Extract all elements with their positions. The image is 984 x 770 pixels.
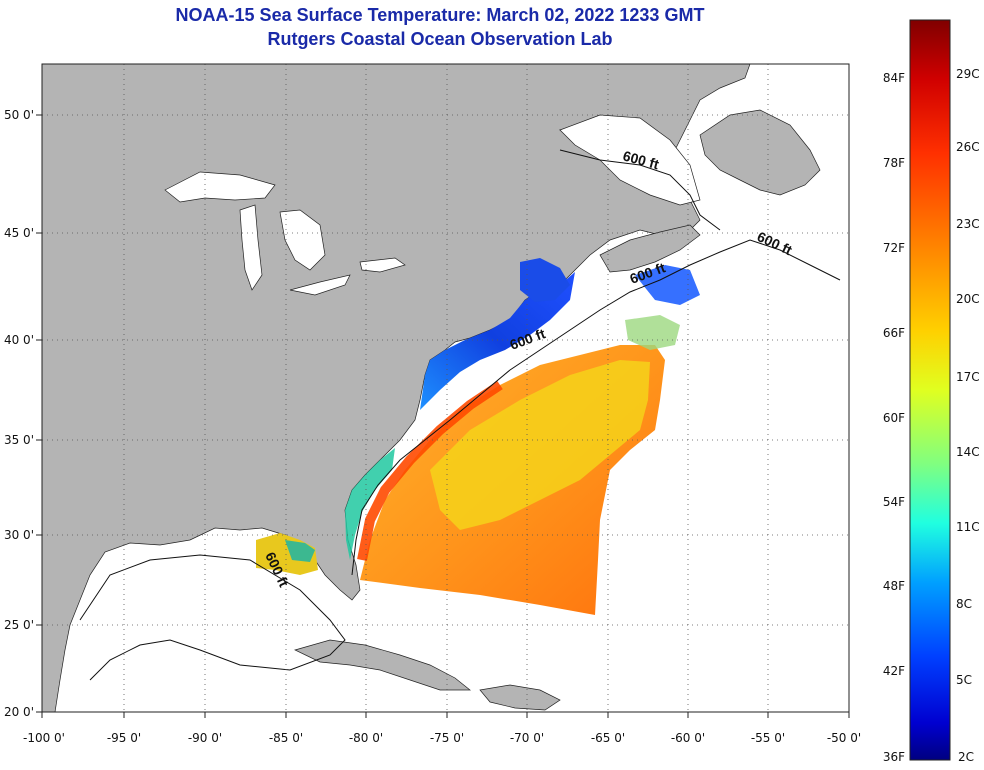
lon-tick-label: -65 0' bbox=[591, 731, 625, 745]
sst-cold-scotian-shelf bbox=[635, 265, 700, 305]
sst-cold-shelf bbox=[420, 272, 575, 410]
lon-tick-label: -50 0' bbox=[827, 731, 861, 745]
colorbar-f-label: 60F bbox=[883, 411, 905, 425]
sst-mild-region bbox=[430, 360, 650, 530]
lon-tick-label: -85 0' bbox=[269, 731, 303, 745]
land-cuba bbox=[294, 639, 471, 691]
lat-tick-label: 35 0' bbox=[4, 433, 34, 447]
colorbar-f-label: 84F bbox=[883, 71, 905, 85]
lon-tick-label: -90 0' bbox=[188, 731, 222, 745]
gulf-st-lawrence bbox=[559, 114, 701, 206]
colorbar: 84F 78F 72F 66F 60F 54F 48F 42F 36F 29C … bbox=[883, 19, 980, 764]
colorbar-c-label: 17C bbox=[956, 370, 980, 384]
isobath-line bbox=[79, 554, 346, 681]
isobath-line bbox=[351, 239, 841, 576]
lake-superior bbox=[164, 171, 276, 203]
graticule bbox=[42, 64, 849, 712]
lon-tick-label: -75 0' bbox=[430, 731, 464, 745]
colorbar-c-label: 23C bbox=[956, 217, 980, 231]
lat-tick-label: 30 0' bbox=[4, 528, 34, 542]
colorbar-f-label: 66F bbox=[883, 326, 905, 340]
colorbar-c-label: 8C bbox=[956, 597, 972, 611]
lat-tick-label: 25 0' bbox=[4, 618, 34, 632]
land-nova-scotia bbox=[599, 224, 701, 273]
colorbar-f-label: 72F bbox=[883, 241, 905, 255]
sst-gulf-patch-cool bbox=[285, 540, 315, 562]
colorbar-c-label: 29C bbox=[956, 67, 980, 81]
land-newfoundland bbox=[699, 109, 821, 196]
lon-tick-label: -60 0' bbox=[671, 731, 705, 745]
colorbar-f-label: 48F bbox=[883, 579, 905, 593]
colorbar-f-label: 42F bbox=[883, 664, 905, 678]
colorbar-c-label: 2C bbox=[958, 750, 974, 764]
lon-tick-label: -55 0' bbox=[751, 731, 785, 745]
lat-tick-label: 20 0' bbox=[4, 705, 34, 719]
map-subtitle: Rutgers Coastal Ocean Observation Lab bbox=[267, 29, 613, 49]
colorbar-c-label: 11C bbox=[956, 520, 980, 534]
lon-tick-label: -95 0' bbox=[107, 731, 141, 745]
lake-michigan-huron bbox=[239, 204, 326, 291]
colorbar-c-label: 5C bbox=[956, 673, 972, 687]
colorbar-f-label: 36F bbox=[883, 750, 905, 764]
lat-tick-label: 40 0' bbox=[4, 333, 34, 347]
sst-slope-water bbox=[625, 315, 680, 350]
lat-tick-label: 45 0' bbox=[4, 226, 34, 240]
colorbar-c-label: 26C bbox=[956, 140, 980, 154]
sst-cold-gulf-of-maine bbox=[520, 258, 570, 302]
lat-axis: 20 0' 25 0' 30 0' 35 0' 40 0' 45 0' 50 0… bbox=[4, 108, 42, 719]
land-hispaniola bbox=[479, 684, 561, 711]
sst-nearshore-green bbox=[345, 448, 395, 560]
gulf-stream-core bbox=[357, 380, 503, 561]
map-title: NOAA-15 Sea Surface Temperature: March 0… bbox=[175, 5, 705, 25]
colorbar-c-label: 20C bbox=[956, 292, 980, 306]
lon-tick-label: -100 0' bbox=[23, 731, 65, 745]
lake-erie-ontario bbox=[289, 257, 406, 296]
lon-tick-label: -70 0' bbox=[510, 731, 544, 745]
colorbar-f-label: 78F bbox=[883, 156, 905, 170]
colorbar-f-label: 54F bbox=[883, 495, 905, 509]
lon-axis: -100 0' -95 0' -90 0' -85 0' -80 0' -75 … bbox=[23, 712, 861, 745]
isobath-line bbox=[559, 149, 721, 231]
lat-tick-label: 50 0' bbox=[4, 108, 34, 122]
colorbar-c-label: 14C bbox=[956, 445, 980, 459]
map-frame bbox=[41, 63, 850, 713]
lon-tick-label: -80 0' bbox=[349, 731, 383, 745]
colorbar-scale bbox=[909, 19, 951, 761]
